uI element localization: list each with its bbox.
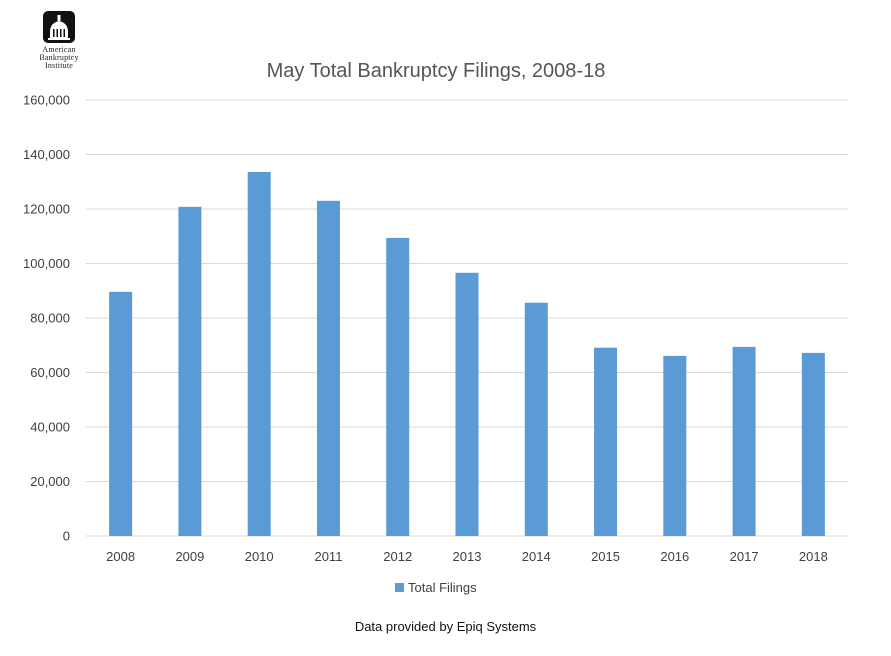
bar-2016 xyxy=(663,355,687,536)
x-tick-label: 2008 xyxy=(106,549,135,564)
y-tick-label: 80,000 xyxy=(30,311,70,326)
bar-2009 xyxy=(178,206,202,536)
x-tick-label: 2013 xyxy=(453,549,482,564)
x-axis-ticks: 2008 2009 2010 2011 2012 2013 2014 2015 2016 2017… xyxy=(106,549,828,564)
x-tick-label: 2016 xyxy=(660,549,689,564)
y-tick-label: 60,000 xyxy=(30,365,70,380)
x-tick-label: 2018 xyxy=(799,549,828,564)
x-tick-label: 2011 xyxy=(314,549,342,564)
x-tick-label: 2012 xyxy=(383,549,412,564)
logo-text-line-3: Institute xyxy=(44,61,74,70)
y-tick-label: 100,000 xyxy=(23,256,70,271)
bar-2018 xyxy=(801,352,825,536)
bar-2014 xyxy=(524,302,548,536)
bar-2017 xyxy=(732,346,756,536)
y-tick-label: 0 xyxy=(63,529,70,544)
legend-label: Total Filings xyxy=(408,580,477,595)
y-tick-label: 140,000 xyxy=(23,147,70,162)
bar-2008 xyxy=(109,291,133,536)
y-tick-label: 40,000 xyxy=(30,420,70,435)
capitol-dome-icon xyxy=(43,11,75,43)
x-tick-label: 2014 xyxy=(522,549,551,564)
bar-2013 xyxy=(455,272,479,536)
y-axis-ticks: 0 20,000 40,000 60,000 80,000 100,000 120,000 1… xyxy=(23,93,70,544)
x-tick-label: 2015 xyxy=(591,549,620,564)
bar-2012 xyxy=(386,237,410,536)
footer-note: Data provided by Epiq Systems xyxy=(354,619,537,634)
x-tick-label: 2009 xyxy=(175,549,204,564)
x-tick-label: 2010 xyxy=(245,549,274,564)
x-tick-label: 2017 xyxy=(730,549,759,564)
bar-2011 xyxy=(316,200,340,536)
logo-text-line-1: American xyxy=(42,45,76,54)
bar-2010 xyxy=(247,171,271,536)
bar-2015 xyxy=(594,347,618,536)
y-tick-label: 120,000 xyxy=(23,202,70,217)
legend: Total Filings xyxy=(395,580,477,595)
logo: American Bankruptcy Institute xyxy=(28,10,90,74)
y-tick-label: 160,000 xyxy=(23,93,70,108)
bars xyxy=(109,171,825,536)
chart-title: May Total Bankruptcy Filings, 2008-18 xyxy=(267,60,606,82)
logo-text-line-2: Bankruptcy xyxy=(39,53,79,62)
legend-swatch xyxy=(395,583,404,592)
y-tick-label: 20,000 xyxy=(30,474,70,489)
